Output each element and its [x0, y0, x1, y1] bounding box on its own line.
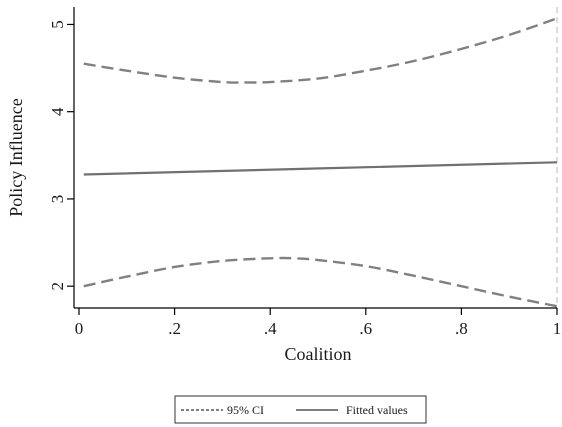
y-axis-title: Policy Influence — [6, 98, 26, 216]
x-tick-label: .2 — [168, 319, 181, 338]
y-tick-label: 2 — [48, 282, 67, 291]
ci-line-lower — [83, 256, 558, 308]
y-tick-label: 5 — [48, 20, 67, 29]
ci-line-upper — [83, 17, 558, 84]
x-tick-label: 1 — [553, 319, 562, 338]
x-tick-label: 0 — [75, 319, 84, 338]
x-axis-title: Coalition — [285, 344, 352, 364]
legend-label-fitted: Fitted values — [346, 403, 408, 417]
y-tick-label: 3 — [48, 195, 67, 204]
x-axis-ticks: 0 .2 .4 .6 .8 1 — [75, 308, 562, 338]
plot-area — [83, 7, 558, 308]
fitted-line — [83, 161, 558, 176]
legend: 95% CI Fitted values — [174, 395, 427, 424]
x-tick-label: .4 — [264, 319, 277, 338]
legend-label-ci: 95% CI — [227, 403, 264, 417]
x-tick-label: .8 — [455, 319, 468, 338]
legend-box — [174, 395, 427, 424]
x-tick-label: .6 — [359, 319, 372, 338]
y-tick-label: 4 — [48, 107, 67, 116]
y-axis-ticks: 2 3 4 5 — [48, 20, 74, 290]
